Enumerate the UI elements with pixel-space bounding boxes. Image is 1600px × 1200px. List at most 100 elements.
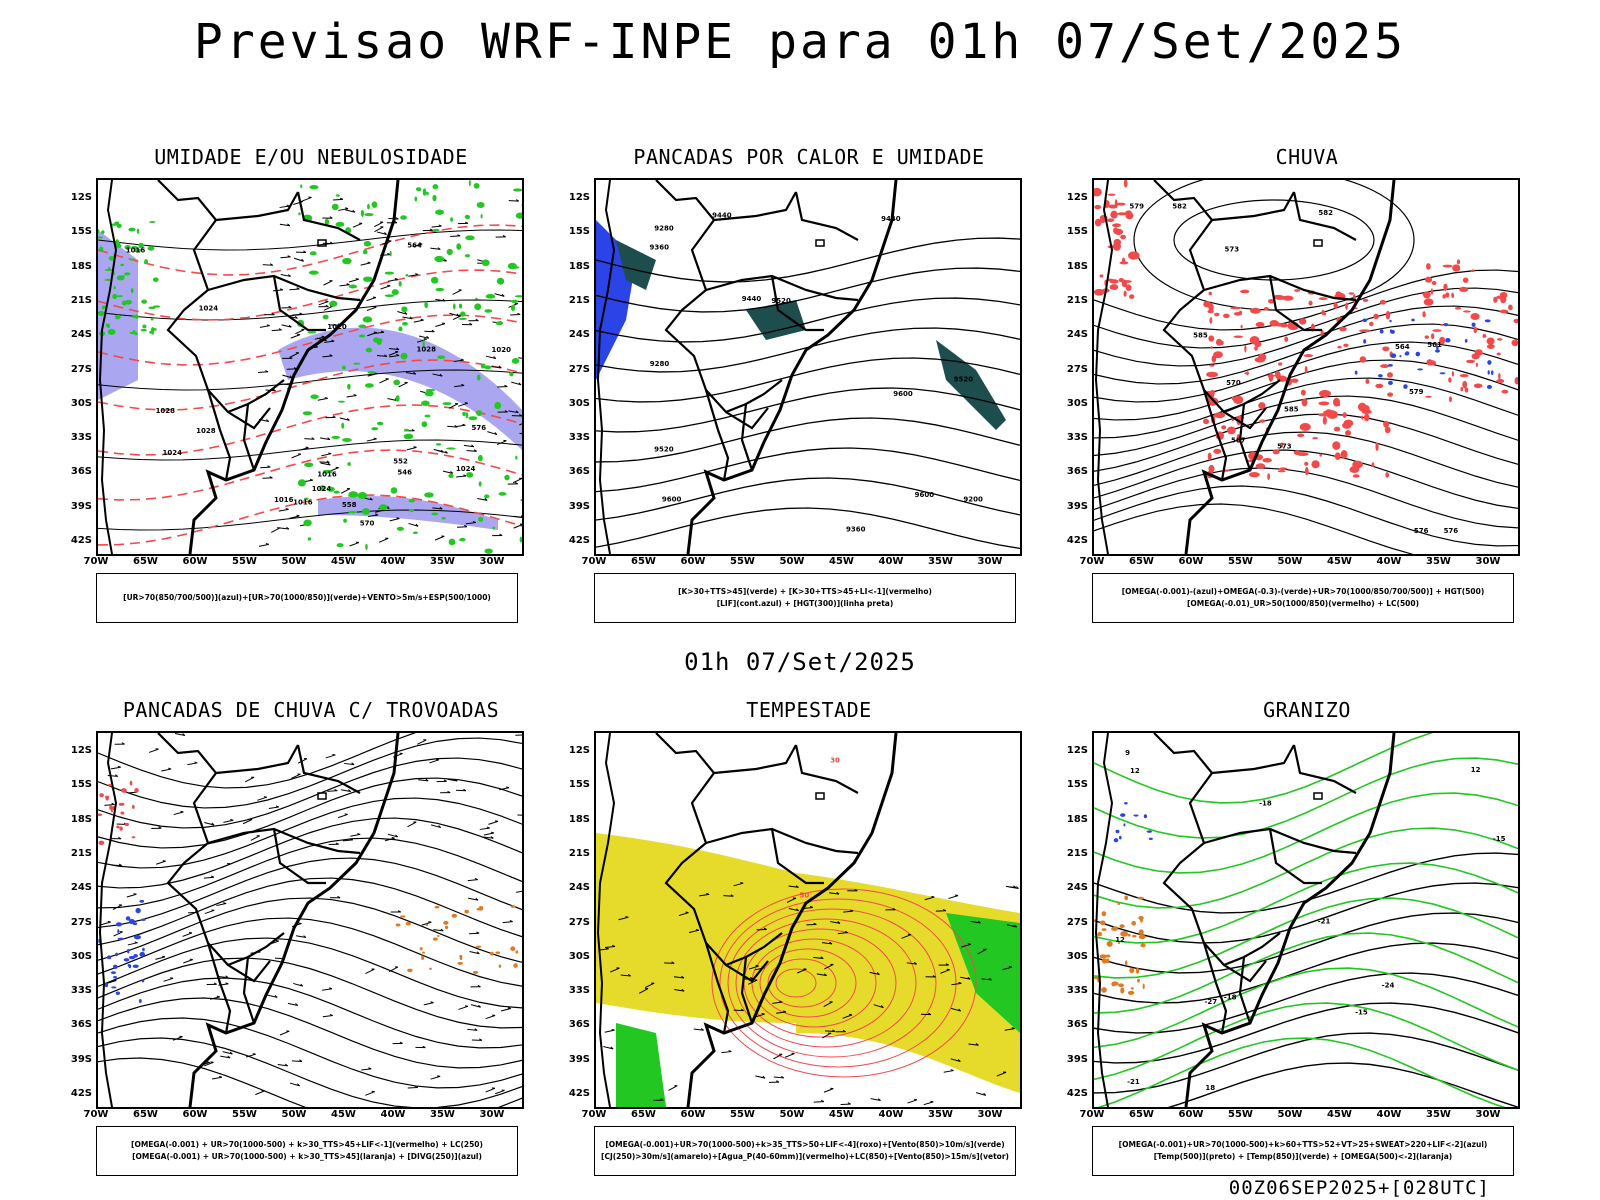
field-blob — [131, 245, 138, 250]
legend-line: [CJ(250)>30m/s](amarelo)+[Agua_P(40-60mm… — [601, 1152, 1009, 1161]
field-blob — [1106, 218, 1115, 223]
wind-arrow — [869, 971, 880, 975]
contour-label: -18 — [1224, 994, 1237, 1002]
wind-arrow — [417, 739, 427, 745]
wind-arrow — [352, 222, 363, 228]
field-blob — [1269, 319, 1279, 327]
wind-arrowhead — [783, 1010, 787, 1013]
wind-arrow — [112, 904, 123, 910]
field-blob — [1382, 346, 1390, 352]
convective-area — [616, 240, 656, 290]
wind-arrow — [468, 897, 479, 901]
wind-arrow — [788, 907, 799, 912]
wind-arrowhead — [415, 523, 419, 527]
wind-arrow — [901, 934, 912, 939]
field-blob — [435, 443, 442, 446]
field-blob — [1111, 981, 1119, 986]
wind-arrow — [337, 813, 348, 819]
wind-arrow — [107, 774, 118, 777]
contour-label: 1020 — [327, 323, 347, 331]
field-blob — [1124, 802, 1128, 805]
wind-arrowhead — [229, 1051, 233, 1055]
lat-tick-label: 18S — [1066, 813, 1088, 825]
field-blob — [1359, 356, 1367, 363]
field-blob — [136, 228, 140, 234]
contour-line — [1094, 897, 1518, 979]
field-blob — [1378, 374, 1383, 378]
field-blob — [1383, 420, 1390, 428]
wind-arrow — [772, 1001, 783, 1004]
field-blob — [1487, 370, 1490, 375]
field-blob — [429, 967, 432, 970]
wind-arrow — [458, 1005, 469, 1010]
lon-tick-label: 70W — [581, 1109, 607, 1120]
field-blob — [131, 804, 135, 809]
field-blob — [1119, 924, 1125, 929]
wind-arrow — [981, 978, 992, 981]
wind-arrowhead — [847, 1102, 851, 1105]
contour-line — [98, 977, 522, 1049]
lat-tick-label: 15S — [568, 226, 590, 238]
field-blob — [398, 326, 403, 332]
wind-arrowhead — [439, 373, 443, 377]
wind-arrowhead — [504, 384, 508, 388]
wind-arrow — [389, 354, 400, 358]
wind-arrowhead — [339, 197, 344, 200]
field-blob — [1464, 339, 1468, 343]
wind-arrowhead — [1011, 1027, 1015, 1030]
field-blob — [1262, 457, 1272, 463]
wind-arrowhead — [795, 885, 799, 888]
wind-arrow — [424, 330, 435, 333]
field-blob — [1113, 926, 1118, 930]
field-blob — [361, 508, 371, 515]
wind-arrowhead — [309, 478, 313, 481]
panel-title: TEMPESTADE — [746, 698, 872, 722]
wind-arrow — [389, 517, 400, 522]
field-blob — [1486, 384, 1492, 389]
lon-tick-label: 40W — [380, 1109, 406, 1120]
field-blob — [1496, 338, 1503, 341]
wind-arrow — [345, 209, 356, 213]
field-blob — [1259, 419, 1266, 423]
field-blob — [1214, 312, 1220, 317]
wind-arrowhead — [913, 961, 917, 965]
field-blob — [1213, 412, 1226, 419]
lat-tick-label: 18S — [1066, 260, 1088, 272]
field-blob — [1209, 364, 1215, 367]
field-blob — [474, 303, 482, 311]
wind-arrowhead — [820, 956, 824, 959]
wind-arrowhead — [349, 838, 354, 841]
contour-line — [98, 777, 522, 849]
field-blob — [1312, 437, 1319, 440]
wind-arrow — [245, 1053, 256, 1058]
field-blob — [150, 317, 154, 321]
wind-arrow — [816, 973, 827, 977]
state-border — [207, 274, 361, 302]
lat-tick-label: 18S — [568, 813, 590, 825]
wind-arrow — [430, 247, 441, 250]
field-blob — [1493, 296, 1498, 303]
wind-arrow — [220, 1055, 231, 1059]
wind-arrow — [127, 942, 138, 946]
field-blob — [1470, 313, 1480, 321]
field-blob — [362, 316, 373, 323]
wind-arrow — [327, 790, 338, 792]
field-blob — [1258, 353, 1267, 362]
wind-arrow — [951, 982, 962, 986]
contour-label: 576 — [1414, 527, 1429, 535]
field-blob — [431, 512, 439, 516]
field-blob — [1101, 911, 1107, 917]
field-blob — [1342, 422, 1352, 429]
wind-arrowhead — [464, 402, 468, 404]
field-blob — [107, 328, 116, 335]
field-blob — [490, 951, 494, 956]
contour-label: 9 — [1125, 749, 1130, 757]
contour-line — [98, 314, 522, 366]
lat-tick-label: 39S — [568, 500, 590, 512]
wind-arrow — [477, 498, 488, 501]
field-blob — [496, 277, 505, 285]
field-blob — [1380, 364, 1389, 369]
lat-tick-label: 18S — [70, 813, 92, 825]
wind-arrowhead — [211, 909, 215, 911]
field-blob — [1423, 298, 1434, 306]
